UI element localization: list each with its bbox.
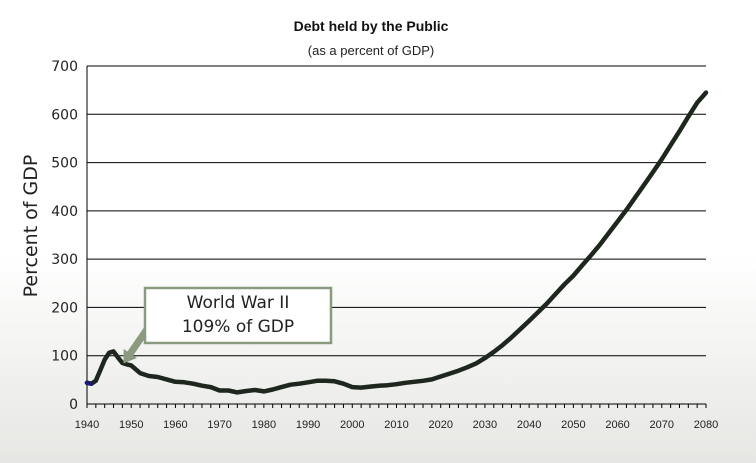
ww2-annotation: World War II 109% of GDP [123, 286, 333, 364]
chart-subtitle: (as a percent of GDP) [308, 43, 434, 58]
y-tick-label: 600 [51, 107, 78, 123]
x-tick-label: 2000 [340, 419, 364, 431]
x-tick-label: 1980 [252, 419, 276, 431]
x-tick-label: 1950 [119, 419, 143, 431]
y-tick-label: 500 [51, 156, 78, 172]
x-tick-label: 1970 [207, 419, 231, 431]
x-tick-label: 2050 [561, 419, 585, 431]
y-tick-label: 200 [51, 300, 78, 316]
series-line-historical-0 [84, 380, 94, 386]
x-tick-label: 2080 [694, 419, 718, 431]
x-tick-labels: 1940 1950 1960 1970 1980 1990 2000 2010 2020 2030… [75, 419, 718, 431]
y-tick-label: 400 [51, 204, 78, 220]
y-tick-label: 700 [51, 59, 78, 75]
x-tick-label: 2010 [384, 419, 408, 431]
x-tick-label: 1960 [163, 419, 187, 431]
y-tick-label: 100 [51, 349, 78, 365]
series-lines [84, 90, 709, 395]
annotation-line-1: World War II [187, 293, 290, 313]
annotation-line-2: 109% of GDP [182, 317, 294, 337]
y-tick-label: 0 [69, 397, 78, 413]
annotation-box [143, 286, 333, 345]
series-line-0 [84, 90, 709, 395]
y-tick-label: 300 [51, 252, 78, 268]
axes [86, 66, 707, 408]
x-tick-label: 2060 [605, 419, 629, 431]
y-tick-labels: 0 100 200 300 400 500 600 700 [51, 59, 78, 413]
y-axis-label: Percent of GDP [20, 155, 42, 298]
x-tick-label: 1940 [75, 419, 99, 431]
x-tick-label: 2070 [650, 419, 674, 431]
x-tick-label: 2030 [473, 419, 497, 431]
x-tick-label: 1990 [296, 419, 320, 431]
chart-title: Debt held by the Public [294, 18, 449, 34]
x-tick-label: 2040 [517, 419, 541, 431]
x-tick-label: 2020 [428, 419, 452, 431]
